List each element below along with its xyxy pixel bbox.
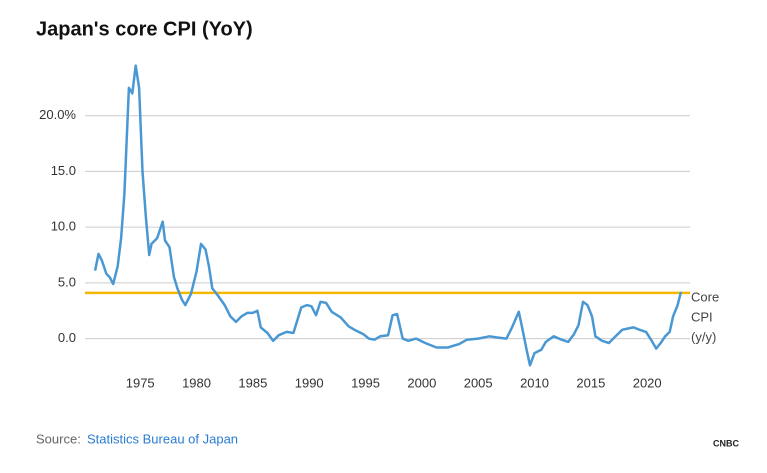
y-tick-label: 0.0 [58,330,76,345]
logo: CNBC [713,438,739,448]
y-tick-label: 10.0 [51,219,76,234]
x-tick-label: 1985 [238,375,267,390]
x-tick-label: 1980 [182,375,211,390]
y-tick-label: 5.0 [58,274,76,289]
data-line [93,64,683,367]
chart-title: Japan's core CPI (YoY) [36,18,253,40]
source-link[interactable]: Statistics Bureau of Japan [87,431,238,446]
x-tick-label: 2015 [576,375,605,390]
x-tick-label: 2020 [633,375,662,390]
y-tick-label: 15.0 [51,163,76,178]
x-tick-label: 1975 [126,375,155,390]
source-label: Source: [36,431,81,446]
annotation: CPI [691,309,713,324]
x-tick-label: 2005 [464,375,493,390]
x-tick-label: 2000 [407,375,436,390]
x-tick-label: 1995 [351,375,380,390]
annotation: (y/y) [691,329,716,344]
y-tick-label: 20.0% [39,107,76,122]
x-tick-label: 1990 [295,375,324,390]
annotation: Core [691,289,719,304]
x-tick-label: 2010 [520,375,549,390]
